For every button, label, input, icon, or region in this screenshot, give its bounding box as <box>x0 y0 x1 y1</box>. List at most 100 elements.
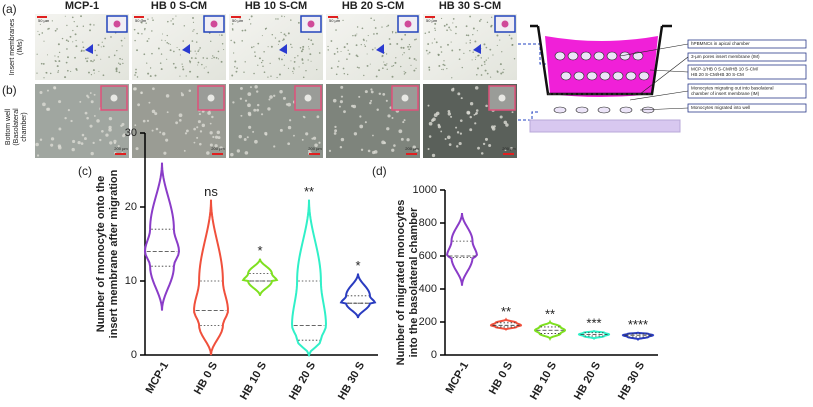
scale-bar-label: 200 µm <box>114 146 128 151</box>
cell <box>480 57 482 59</box>
cell <box>283 33 286 36</box>
cell <box>316 69 318 71</box>
cell-icon <box>612 71 624 81</box>
cell <box>244 99 248 102</box>
label-text: chamber of insert membrane (IM) <box>691 91 760 96</box>
cell <box>444 137 447 141</box>
cell <box>374 47 376 49</box>
significance-label: ** <box>304 184 314 199</box>
cell <box>154 112 158 116</box>
cell <box>437 125 441 129</box>
cell <box>101 129 104 133</box>
cell <box>234 60 237 63</box>
cell <box>388 38 391 40</box>
cell <box>484 63 486 65</box>
cell <box>50 143 54 147</box>
y-axis-label: Number of monocyte onto the <box>95 176 107 332</box>
cell <box>283 16 286 18</box>
cell <box>267 107 271 111</box>
cell <box>67 109 70 112</box>
panel-label: (c) <box>78 164 92 178</box>
violin-body <box>445 213 479 286</box>
cell <box>475 111 478 115</box>
cell <box>179 54 181 56</box>
cell <box>278 40 281 43</box>
row-label: (Basolateral <box>13 108 20 146</box>
cell <box>248 18 251 21</box>
cell <box>338 105 341 108</box>
cell <box>398 129 403 134</box>
cell <box>80 15 82 18</box>
cell <box>87 57 89 59</box>
x-tick-label: HB 20 S <box>572 360 603 402</box>
cell <box>100 58 102 60</box>
cell <box>217 58 220 60</box>
cell <box>451 77 453 79</box>
cell <box>287 125 292 130</box>
cell <box>183 149 186 152</box>
column-header: HB 0 S-CM <box>151 0 207 12</box>
leader <box>619 43 689 57</box>
cell <box>269 95 273 99</box>
cell <box>458 58 461 60</box>
row-label: Insert membranes <box>9 18 16 75</box>
cell <box>386 63 388 65</box>
cell <box>472 34 474 36</box>
cell <box>486 72 489 75</box>
scale-bar <box>503 153 514 155</box>
cell <box>57 56 59 58</box>
cell <box>105 133 109 137</box>
cell <box>346 58 348 60</box>
cell <box>250 23 252 25</box>
cell <box>196 126 199 129</box>
cell <box>231 74 234 77</box>
cell <box>355 44 358 47</box>
significance-label: * <box>355 258 360 273</box>
cell <box>408 57 411 60</box>
cell <box>277 18 279 20</box>
cell <box>86 116 89 120</box>
cell <box>307 59 309 61</box>
cell <box>239 18 241 20</box>
cell <box>387 114 391 118</box>
cell <box>343 46 346 49</box>
cell <box>102 74 105 77</box>
scale-bar <box>37 16 47 18</box>
cell <box>510 37 513 40</box>
cell <box>64 15 66 17</box>
cell <box>146 40 149 43</box>
cell <box>440 51 443 53</box>
cell <box>35 142 39 147</box>
cell <box>212 55 214 57</box>
cell <box>119 57 121 60</box>
cell <box>403 52 405 54</box>
arrowhead <box>279 44 287 54</box>
cell <box>356 66 359 68</box>
cell <box>469 49 471 52</box>
cell <box>120 39 123 42</box>
y-tick-label: 400 <box>419 283 437 295</box>
cell <box>474 122 477 125</box>
cell <box>311 137 314 140</box>
cell <box>267 46 269 48</box>
cell <box>250 46 253 49</box>
cell <box>369 101 372 105</box>
cell <box>452 17 455 20</box>
cell <box>352 34 354 37</box>
cell <box>51 20 53 22</box>
cell <box>278 73 281 76</box>
cell <box>39 91 43 95</box>
cell <box>291 46 293 48</box>
cell <box>447 110 451 113</box>
cell <box>499 63 502 66</box>
cell <box>483 43 486 46</box>
cell <box>378 69 381 72</box>
cell <box>210 40 212 42</box>
cell <box>402 46 405 49</box>
cell <box>482 142 486 146</box>
cell <box>366 53 368 55</box>
cell <box>428 51 431 54</box>
cell <box>383 61 385 63</box>
leader <box>649 69 689 73</box>
cell <box>168 43 170 45</box>
